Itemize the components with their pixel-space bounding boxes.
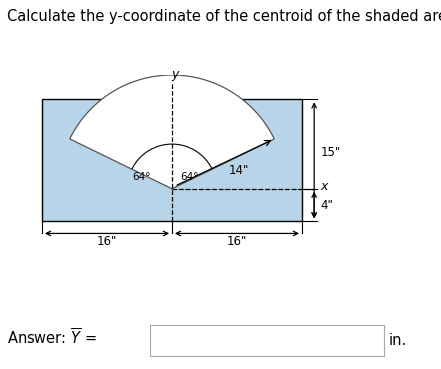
Text: Answer: $\overline{Y}$ =: Answer: $\overline{Y}$ = xyxy=(7,328,96,348)
Text: 64°: 64° xyxy=(132,172,150,182)
Polygon shape xyxy=(70,75,274,189)
Text: i: i xyxy=(135,333,140,348)
Text: Calculate the y-coordinate of the centroid of the shaded area.: Calculate the y-coordinate of the centro… xyxy=(7,9,441,24)
Text: 14": 14" xyxy=(229,165,249,177)
Polygon shape xyxy=(42,99,302,221)
Text: 15": 15" xyxy=(321,146,341,159)
Text: 16": 16" xyxy=(227,235,247,248)
Text: y: y xyxy=(172,68,179,81)
Text: in.: in. xyxy=(389,333,407,348)
Text: 4": 4" xyxy=(321,199,333,211)
Text: 64°: 64° xyxy=(181,172,199,182)
Text: x: x xyxy=(320,180,327,193)
Text: 16": 16" xyxy=(97,235,117,248)
